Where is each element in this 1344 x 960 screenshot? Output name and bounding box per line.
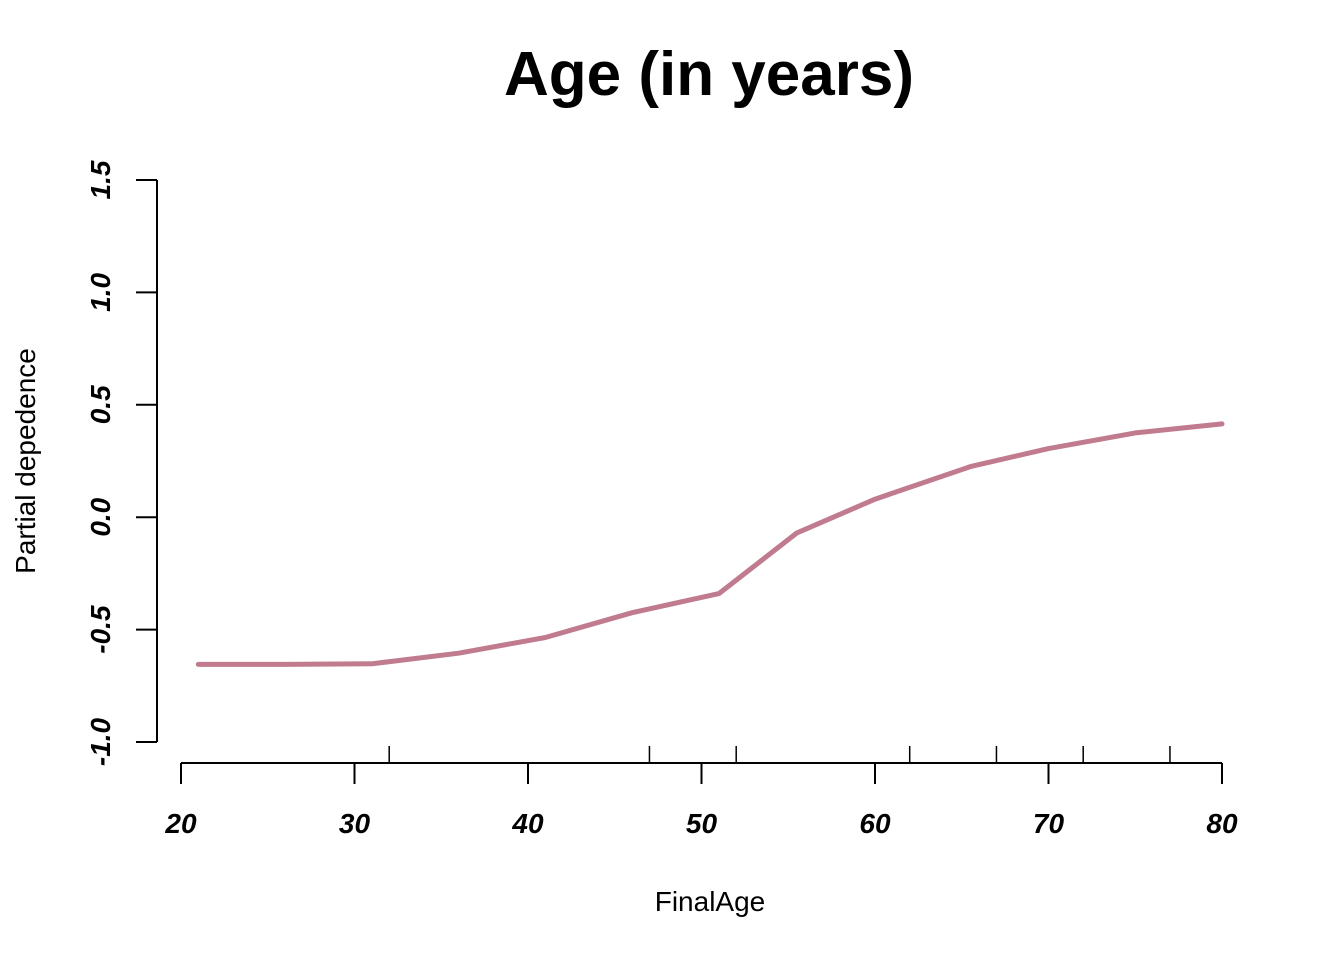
y-tick-label: 0.5 <box>85 385 116 424</box>
y-axis-ticks: -1.0 -0.5 0.0 0.5 1.0 1.5 <box>85 160 157 766</box>
y-tick-label: 1.5 <box>85 160 116 199</box>
chart-title: Age (in years) <box>504 40 914 109</box>
y-axis: -1.0 -0.5 0.0 0.5 1.0 1.5 <box>85 160 158 766</box>
x-axis-label: FinalAge <box>655 886 766 917</box>
y-tick-label: 1.0 <box>85 273 116 312</box>
y-tick-label: -1.0 <box>85 717 116 766</box>
rug-marks <box>388 746 1171 763</box>
y-tick-label: 0.0 <box>85 497 116 536</box>
y-tick-label: -0.5 <box>85 605 116 654</box>
x-tick-label: 20 <box>164 808 197 839</box>
data-series <box>195 421 1225 667</box>
x-axis-ticks: 20 30 40 50 60 70 80 <box>164 763 1238 839</box>
x-tick-label: 70 <box>1033 808 1065 839</box>
x-tick-label: 80 <box>1206 808 1238 839</box>
y-axis-label: Partial depedence <box>10 348 41 574</box>
x-tick-label: 50 <box>686 808 718 839</box>
x-tick-label: 40 <box>511 808 544 839</box>
x-tick-label: 60 <box>859 808 891 839</box>
x-tick-label: 30 <box>339 808 371 839</box>
series-line <box>195 421 1225 667</box>
x-axis: 20 30 40 50 60 70 80 <box>164 762 1238 839</box>
